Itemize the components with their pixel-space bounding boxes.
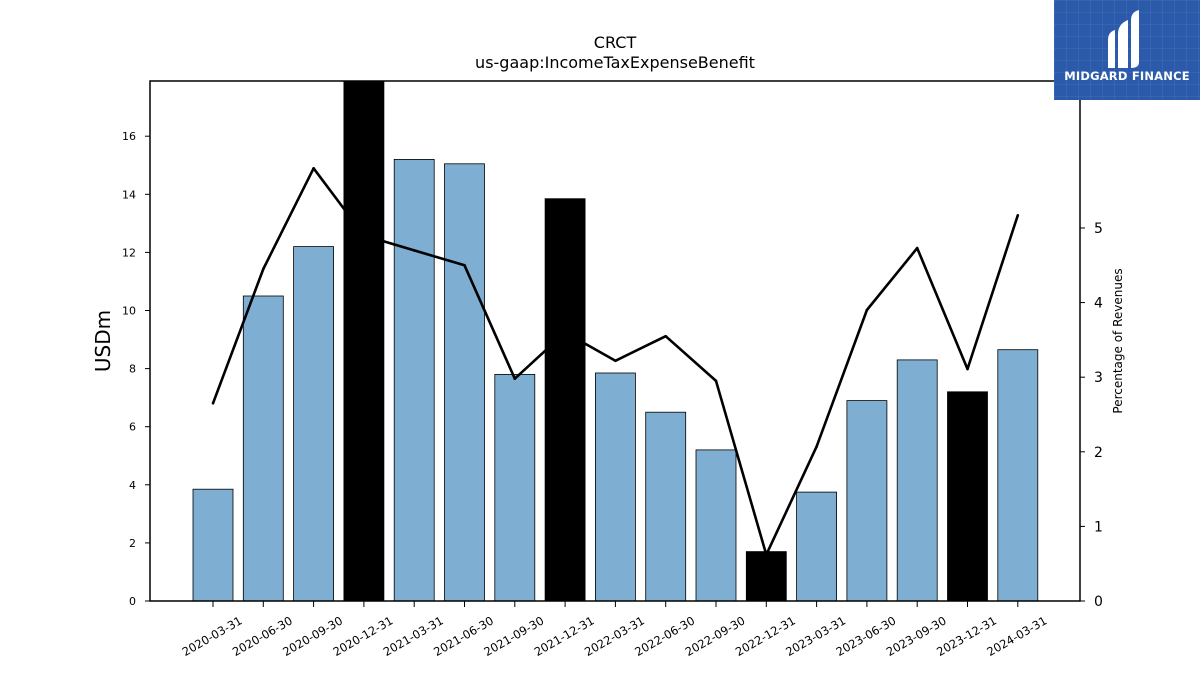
y-tick-label: 8 xyxy=(129,363,136,376)
line-point-2020-06-30 xyxy=(262,267,265,271)
y2-axis-label: Percentage of Revenues xyxy=(1111,268,1125,413)
bar-2023-09-30 xyxy=(896,359,938,602)
bar-2020-06-30 xyxy=(242,295,284,602)
y2-tick-label: 1 xyxy=(1094,519,1103,535)
line-point-2020-03-31 xyxy=(211,402,215,405)
bar-series xyxy=(192,80,1039,602)
y-tick-label: 10 xyxy=(122,304,136,317)
bar-2023-12-31 xyxy=(947,391,988,602)
y-tick-label: 12 xyxy=(122,246,136,259)
line-point-2021-12-31 xyxy=(563,331,567,334)
line-point-2021-06-30 xyxy=(463,264,466,267)
y2-tick-label: 0 xyxy=(1094,594,1103,610)
line-point-2021-03-31 xyxy=(412,249,416,252)
bar-2022-09-30 xyxy=(695,449,737,602)
line-point-2022-06-30 xyxy=(664,334,667,338)
line-point-2020-12-31 xyxy=(362,234,366,237)
bar-2022-03-31 xyxy=(595,372,636,602)
y-tick-label: 2 xyxy=(129,537,136,550)
logo-text: MIDGARD FINANCE xyxy=(1064,69,1190,83)
y-tick-label: 4 xyxy=(129,479,136,492)
line-point-2023-06-30 xyxy=(865,308,869,312)
y2-tick-label: 2 xyxy=(1094,445,1103,461)
bar-2022-06-30 xyxy=(645,411,687,602)
bar-2024-03-31 xyxy=(997,349,1039,602)
bar-2021-12-31 xyxy=(544,198,586,602)
line-point-2023-09-30 xyxy=(915,246,919,250)
bar-2020-09-30 xyxy=(293,246,335,602)
bar-2023-03-31 xyxy=(796,491,837,602)
line-point-2023-12-31 xyxy=(966,367,969,371)
y2-tick-label: 5 xyxy=(1094,221,1103,237)
bar-2020-12-31 xyxy=(343,80,385,602)
line-series xyxy=(211,167,1020,557)
bar-2020-03-31 xyxy=(192,488,234,602)
bar-2021-06-30 xyxy=(444,163,485,602)
y2-tick-label: 4 xyxy=(1094,296,1103,312)
line-point-2022-03-31 xyxy=(614,359,617,363)
y-axis-label: USDm xyxy=(91,310,115,372)
y-tick-label: 14 xyxy=(122,188,136,201)
line-point-2021-09-30 xyxy=(513,377,517,381)
y-tick-label: 0 xyxy=(129,595,136,608)
bar-2021-03-31 xyxy=(393,158,435,602)
midgard-logo-icon xyxy=(1108,10,1139,68)
y-tick-label: 6 xyxy=(129,421,136,434)
chart-subtitle: us-gaap:IncomeTaxExpenseBenefit xyxy=(475,53,755,72)
y-tick-label: 16 xyxy=(122,130,136,143)
line-point-2023-03-31 xyxy=(815,445,818,448)
line-point-2022-09-30 xyxy=(714,379,718,383)
y2-tick-label: 3 xyxy=(1094,370,1103,386)
chart-title: CRCT xyxy=(594,33,637,52)
line-point-2024-03-31 xyxy=(1016,214,1020,217)
bar-2021-09-30 xyxy=(494,373,536,602)
line-point-2022-12-31 xyxy=(765,553,768,556)
bar-2023-06-30 xyxy=(846,400,888,602)
line-point-2020-09-30 xyxy=(312,167,315,170)
midgard-finance-logo: MIDGARD FINANCE xyxy=(1054,0,1200,100)
bar-2022-12-31 xyxy=(745,551,787,602)
